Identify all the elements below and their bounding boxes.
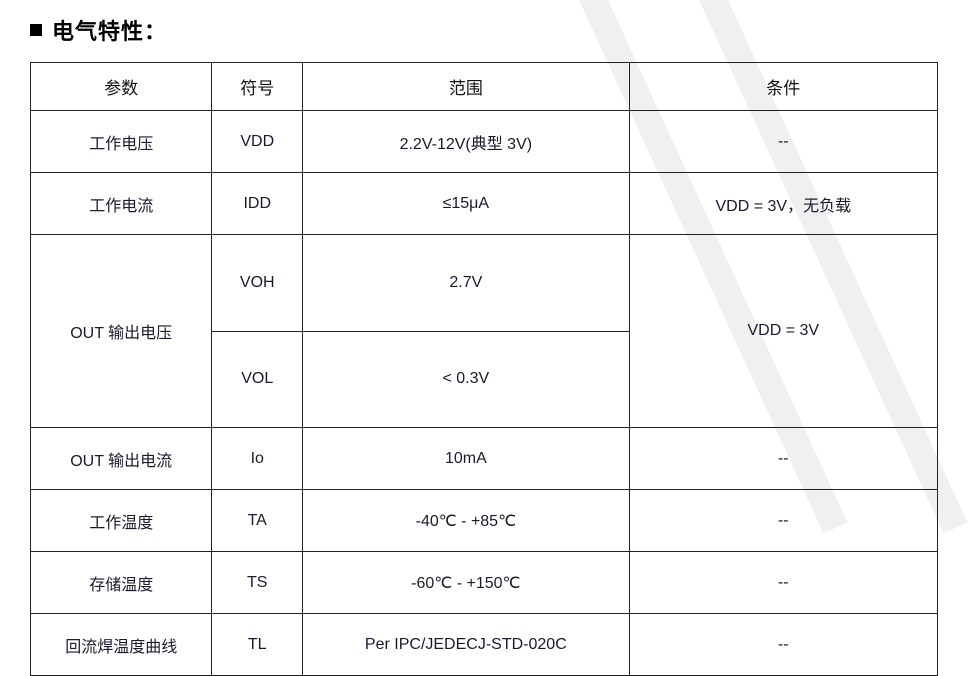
cell-condition-io: -- bbox=[629, 428, 937, 490]
cell-symbol-ts: TS bbox=[212, 552, 303, 614]
cell-condition-idd: VDD = 3V，无负载 bbox=[629, 173, 937, 235]
table-row-vdd: 工作电压 VDD 2.2V-12V(典型 3V) -- bbox=[31, 111, 938, 173]
table-row-ts: 存储温度 TS -60℃ - +150℃ -- bbox=[31, 552, 938, 614]
cell-param-ta: 工作温度 bbox=[31, 490, 212, 552]
cell-range-ta: -40℃ - +85℃ bbox=[303, 490, 630, 552]
cell-symbol-idd: IDD bbox=[212, 173, 303, 235]
cell-range-vol: < 0.3V bbox=[303, 331, 629, 427]
section-title-text: 电气特性： bbox=[52, 14, 167, 46]
table-row-output-voltage: OUT 输出电压 VOH VOL 2.7V < 0.3V VDD = 3V bbox=[31, 235, 938, 428]
cell-condition-outvoltage: VDD = 3V bbox=[629, 235, 937, 428]
document-page: 电气特性： 参数 符号 范围 条件 工作电压 VDD bbox=[0, 0, 968, 541]
cell-range-io: 10mA bbox=[303, 428, 630, 490]
cell-param-outvoltage: OUT 输出电压 bbox=[31, 235, 212, 428]
cell-param-ts: 存储温度 bbox=[31, 552, 212, 614]
cell-range-idd: ≤15μA bbox=[303, 173, 630, 235]
title-bullet-icon bbox=[30, 24, 42, 36]
table-row-idd: 工作电流 IDD ≤15μA VDD = 3V，无负载 bbox=[31, 173, 938, 235]
cell-param-idd: 工作电流 bbox=[31, 173, 212, 235]
cell-range-voh: 2.7V bbox=[303, 235, 629, 331]
table-header-row: 参数 符号 范围 条件 bbox=[31, 63, 938, 111]
cell-symbol-vol: VOL bbox=[212, 331, 302, 427]
cell-range-tl: Per IPC/JEDECJ-STD-020C bbox=[303, 614, 630, 676]
cell-range-ts: -60℃ - +150℃ bbox=[303, 552, 630, 614]
header-range: 范围 bbox=[303, 63, 630, 111]
cell-condition-ts: -- bbox=[629, 552, 937, 614]
cell-symbol-vdd: VDD bbox=[212, 111, 303, 173]
cell-symbol-io: Io bbox=[212, 428, 303, 490]
cell-param-io: OUT 输出电流 bbox=[31, 428, 212, 490]
cell-condition-tl: -- bbox=[629, 614, 937, 676]
cell-symbol-tl: TL bbox=[212, 614, 303, 676]
electrical-characteristics-table: 参数 符号 范围 条件 工作电压 VDD 2.2V-12V(典型 3V) -- … bbox=[30, 62, 938, 676]
cell-condition-ta: -- bbox=[629, 490, 937, 552]
cell-param-vdd: 工作电压 bbox=[31, 111, 212, 173]
header-symbol: 符号 bbox=[212, 63, 303, 111]
section-title: 电气特性： bbox=[30, 14, 167, 46]
table-row-tl: 回流焊温度曲线 TL Per IPC/JEDECJ-STD-020C -- bbox=[31, 614, 938, 676]
cell-range-vdd: 2.2V-12V(典型 3V) bbox=[303, 111, 630, 173]
header-condition: 条件 bbox=[629, 63, 937, 111]
table-row-ta: 工作温度 TA -40℃ - +85℃ -- bbox=[31, 490, 938, 552]
header-param: 参数 bbox=[31, 63, 212, 111]
cell-condition-vdd: -- bbox=[629, 111, 937, 173]
cell-symbol-voh: VOH bbox=[212, 235, 302, 331]
table-row-io: OUT 输出电流 Io 10mA -- bbox=[31, 428, 938, 490]
cell-param-tl: 回流焊温度曲线 bbox=[31, 614, 212, 676]
cell-symbol-ta: TA bbox=[212, 490, 303, 552]
